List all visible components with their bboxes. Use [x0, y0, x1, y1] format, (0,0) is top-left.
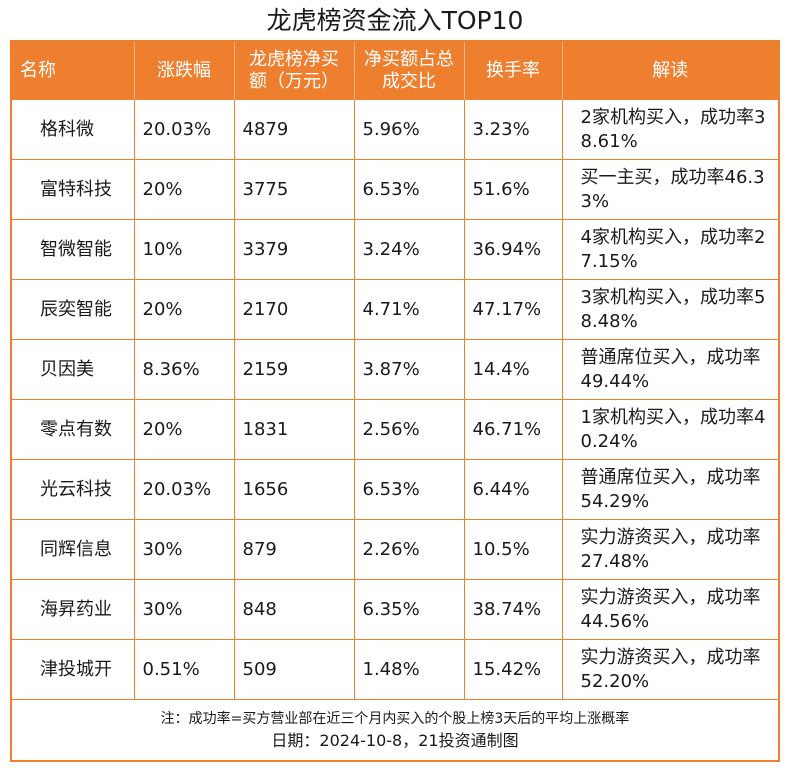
table-row: 辰奕智能 20% 2170 4.71% 47.17% 3家机构买入，成功率58.48%: [12, 279, 778, 340]
turnover-cell: 36.94%: [464, 219, 563, 280]
notes: 注：成功率=买方营业部在近三个月内买入的个股上榜3天后的平均上涨概率 日期：20…: [12, 702, 778, 760]
stock-name-cell: 贝因美: [12, 339, 135, 400]
change-cell: 0.51%: [134, 639, 235, 700]
change-cell: 20%: [134, 159, 235, 220]
net-buy-cell: 3379: [234, 219, 355, 280]
turnover-cell: 3.23%: [464, 100, 563, 160]
interpretation-cell: 买一主买，成功率46.33%: [562, 159, 778, 220]
net-buy-ratio-cell: 5.96%: [354, 100, 465, 160]
interpretation-cell: 实力游资买入，成功率52.20%: [562, 639, 778, 700]
interpretation-cell: 普通席位买入，成功率49.44%: [562, 339, 778, 400]
footnote: 注：成功率=买方营业部在近三个月内买入的个股上榜3天后的平均上涨概率: [160, 711, 630, 727]
table-row: 津投城开 0.51% 509 1.48% 15.42% 实力游资买入，成功率52.20%: [12, 639, 778, 700]
net-buy-ratio-cell: 6.35%: [354, 579, 465, 640]
page-title: 龙虎榜资金流入TOP10: [266, 6, 524, 35]
column-header-net-buy: 龙虎榜净买额（万元）: [234, 42, 355, 100]
net-buy-cell: 879: [234, 519, 355, 580]
net-buy-ratio-cell: 2.26%: [354, 519, 465, 580]
interpretation-cell: 实力游资买入，成功率44.56%: [562, 579, 778, 640]
change-cell: 8.36%: [134, 339, 235, 400]
interpretation-cell: 2家机构买入，成功率38.61%: [562, 100, 778, 160]
column-header-interpretation: 解读: [562, 42, 778, 100]
net-buy-cell: 4879: [234, 100, 355, 160]
net-buy-ratio-cell: 4.71%: [354, 279, 465, 340]
interpretation-cell: 实力游资买入，成功率27.48%: [562, 519, 778, 580]
table-row: 同辉信息 30% 879 2.26% 10.5% 实力游资买入，成功率27.48%: [12, 519, 778, 580]
stock-name-cell: 津投城开: [12, 639, 135, 700]
net-buy-cell: 1656: [234, 459, 355, 520]
interpretation-cell: 3家机构买入，成功率58.48%: [562, 279, 778, 340]
column-header-change: 涨跌幅: [134, 42, 235, 100]
table-header-row: 名称 涨跌幅 龙虎榜净买额（万元） 净买额占总成交比 换手率 解读: [12, 42, 778, 100]
turnover-cell: 15.42%: [464, 639, 563, 700]
stock-name-cell: 海昇药业: [12, 579, 135, 640]
table-row: 智微智能 10% 3379 3.24% 36.94% 4家机构买入，成功率27.15%: [12, 219, 778, 280]
data-table: 名称 涨跌幅 龙虎榜净买额（万元） 净买额占总成交比 换手率 解读 格科微 20.…: [12, 42, 778, 700]
stock-name-cell: 同辉信息: [12, 519, 135, 580]
stock-name-cell: 辰奕智能: [12, 279, 135, 340]
stock-name-cell: 光云科技: [12, 459, 135, 520]
turnover-cell: 47.17%: [464, 279, 563, 340]
column-header-name: 名称: [12, 42, 135, 100]
stock-name-cell: 富特科技: [12, 159, 135, 220]
column-header-turnover: 换手率: [464, 42, 563, 100]
date-line: 日期：2024-10-8，21投资通制图: [271, 731, 519, 750]
turnover-cell: 38.74%: [464, 579, 563, 640]
table-row: 光云科技 20.03% 1656 6.53% 6.44% 普通席位买入，成功率54.29%: [12, 459, 778, 520]
net-buy-cell: 2159: [234, 339, 355, 400]
table-row: 海昇药业 30% 848 6.35% 38.74% 实力游资买入，成功率44.56%: [12, 579, 778, 640]
net-buy-ratio-cell: 6.53%: [354, 459, 465, 520]
net-buy-ratio-cell: 3.24%: [354, 219, 465, 280]
change-cell: 20%: [134, 399, 235, 460]
net-buy-cell: 848: [234, 579, 355, 640]
data-table-frame: 名称 涨跌幅 龙虎榜净买额（万元） 净买额占总成交比 换手率 解读 格科微 20.…: [10, 40, 780, 762]
change-cell: 20%: [134, 279, 235, 340]
net-buy-ratio-cell: 1.48%: [354, 639, 465, 700]
change-cell: 30%: [134, 579, 235, 640]
net-buy-cell: 3775: [234, 159, 355, 220]
interpretation-cell: 4家机构买入，成功率27.15%: [562, 219, 778, 280]
change-cell: 20.03%: [134, 459, 235, 520]
turnover-cell: 6.44%: [464, 459, 563, 520]
stock-name-cell: 格科微: [12, 100, 135, 160]
change-cell: 30%: [134, 519, 235, 580]
change-cell: 10%: [134, 219, 235, 280]
stock-name-cell: 智微智能: [12, 219, 135, 280]
turnover-cell: 46.71%: [464, 399, 563, 460]
net-buy-ratio-cell: 3.87%: [354, 339, 465, 400]
change-cell: 20.03%: [134, 100, 235, 160]
turnover-cell: 51.6%: [464, 159, 563, 220]
table-row: 富特科技 20% 3775 6.53% 51.6% 买一主买，成功率46.33%: [12, 159, 778, 220]
net-buy-ratio-cell: 6.53%: [354, 159, 465, 220]
stock-name-cell: 零点有数: [12, 399, 135, 460]
net-buy-cell: 1831: [234, 399, 355, 460]
net-buy-ratio-cell: 2.56%: [354, 399, 465, 460]
net-buy-cell: 509: [234, 639, 355, 700]
table-row: 格科微 20.03% 4879 5.96% 3.23% 2家机构买入，成功率38.61%: [12, 100, 778, 160]
net-buy-cell: 2170: [234, 279, 355, 340]
table-row: 贝因美 8.36% 2159 3.87% 14.4% 普通席位买入，成功率49.44%: [12, 339, 778, 400]
interpretation-cell: 1家机构买入，成功率40.24%: [562, 399, 778, 460]
table-row: 零点有数 20% 1831 2.56% 46.71% 1家机构买入，成功率40.24%: [12, 399, 778, 460]
table-body: 格科微 20.03% 4879 5.96% 3.23% 2家机构买入，成功率38.61% 富…: [12, 100, 778, 700]
turnover-cell: 14.4%: [464, 339, 563, 400]
interpretation-cell: 普通席位买入，成功率54.29%: [562, 459, 778, 520]
column-header-net-buy-ratio: 净买额占总成交比: [354, 42, 465, 100]
turnover-cell: 10.5%: [464, 519, 563, 580]
